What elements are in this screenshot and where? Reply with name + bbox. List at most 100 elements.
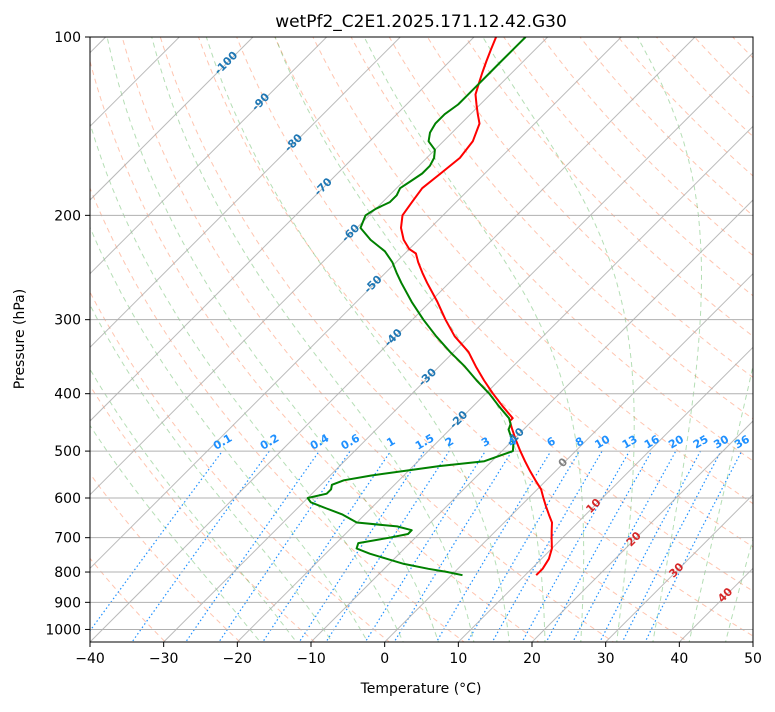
y-tick-label: 400 [54,387,81,403]
y-tick-label: 600 [54,491,81,507]
mixing-ratio-line [430,451,551,654]
mixing-ratio-line [178,451,320,654]
dry-adiabat-line [78,10,556,654]
y-tick-label: 800 [54,565,81,581]
mixing-ratio-label: 30 [711,432,731,451]
isotherm-line [0,10,280,654]
mixing-ratio-label: 16 [642,432,662,451]
mixing-ratio-label: 2 [443,435,456,450]
dry-adiabat-line [115,10,631,654]
dry-adiabat-line [412,10,775,654]
dry-adiabat-line [301,10,775,654]
x-axis: −40 −30 −20 −10 0 10 20 30 40 50 [75,642,762,667]
dry-adiabat-line [226,10,775,654]
isotherm-label: 0 [556,455,571,470]
dry-adiabat-line [263,10,775,654]
dry-adiabat-line [634,10,775,654]
dry-adiabat-line [4,10,404,654]
dry-adiabat-line [671,10,775,654]
x-axis-label: Temperature (°C) [360,681,482,697]
mixing-ratio-label: 3 [479,435,492,450]
y-tick-label: 700 [54,531,81,547]
y-tick-label: 300 [54,313,81,329]
y-axis-label: Pressure (hPa) [12,289,28,389]
isotherm-line [741,10,775,654]
mixing-ratio-line [486,451,602,654]
chart-title: wetPf2_C2E1.2025.171.12.42.G30 [275,12,567,32]
moist-adiabat-line [723,37,775,654]
dry-adiabat-line [152,10,707,654]
x-tick-label: 20 [523,651,541,667]
mixing-ratio-line [255,451,391,654]
mixing-ratio-line [124,451,270,654]
moist-adiabat-line [687,37,775,654]
y-tick-label: 1000 [45,622,81,638]
isotherm-line [446,10,775,654]
isotherm-label: 20 [624,529,644,549]
y-tick-label: 500 [54,444,81,460]
dry-adiabat-line [745,10,775,654]
mixing-ratio-label: 1 [384,435,397,450]
dry-adiabat-label: -100 [212,48,241,77]
dry-adiabat-label: -20 [447,408,470,431]
x-tick-label: −40 [75,651,105,667]
isotherm-line [4,10,648,654]
mixing-ratio-line [639,451,741,654]
dry-adiabat-label: -80 [282,131,305,154]
mixing-ratio-label: 6 [545,434,558,449]
x-tick-label: 30 [597,651,615,667]
mixing-ratio-label: 13 [620,433,640,452]
dry-adiabat-label: -30 [416,365,439,388]
y-tick-label: 100 [54,30,81,46]
x-tick-label: 40 [670,651,688,667]
dry-adiabat-label: -40 [382,326,405,349]
dry-adiabat-line [523,10,775,654]
x-tick-label: −30 [149,651,179,667]
mixing-ratio-line [461,451,580,654]
mixing-ratio-label: 25 [691,433,711,452]
isotherm-line [0,10,427,654]
moist-adiabat-line [10,37,340,654]
x-tick-label: −20 [223,651,253,667]
mixing-ratio-label: 0.1 [211,432,234,453]
dry-adiabat-label: -60 [339,221,362,244]
mixing-ratio-line [292,451,425,654]
mixing-ratio-line [594,451,701,654]
mixing-ratio-label: 0.4 [308,431,332,452]
isotherm-line [299,10,775,654]
dry-adiabat-label: -70 [312,175,335,198]
x-tick-label: −10 [296,651,326,667]
mixing-ratio-line [73,451,222,654]
isotherm-line [520,10,775,654]
x-tick-label: 50 [744,651,762,667]
data-series [308,37,552,575]
y-tick-label: 900 [54,595,81,611]
mixing-ratio-line [540,451,652,654]
moist-adiabat-line [483,37,634,654]
isotherm-line [225,10,775,654]
isotherm-line [0,10,575,654]
moist-adiabat-line [0,37,305,654]
mixing-ratio-label: 20 [666,432,686,451]
isotherm-line [667,10,775,654]
moist-adiabat-line [638,37,702,654]
dry-adiabat-line [708,10,775,654]
dry-adiabat-line [486,10,775,654]
mixing-ratio-line [358,451,485,654]
temperature-line [401,37,552,575]
moist-adiabat-line [38,37,374,654]
dry-adiabat-line [338,10,775,654]
x-tick-label: 0 [380,651,389,667]
dry-adiabat-label: -90 [249,90,272,113]
dry-adiabat-line [375,10,775,654]
dry-adiabat-label: -50 [361,273,384,296]
dry-adiabat-line [0,10,253,654]
x-tick-label: 10 [449,651,467,667]
mixing-ratio-label: 10 [593,432,613,451]
isotherm-line [152,10,775,654]
isotherm-line [0,10,354,654]
